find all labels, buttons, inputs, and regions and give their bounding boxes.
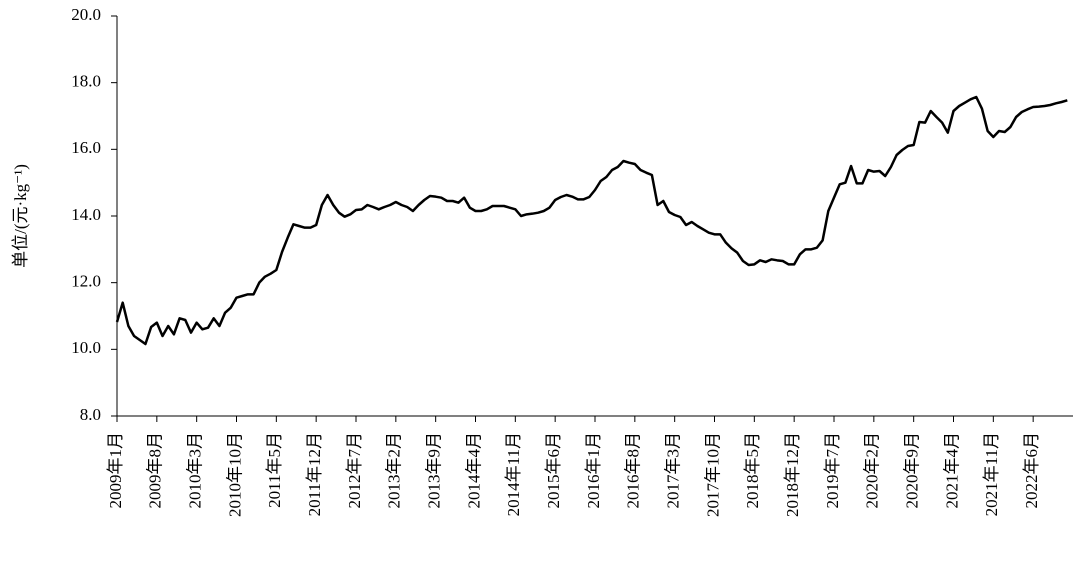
y-tick-label: 20.0	[71, 5, 101, 24]
x-tick-label: 2014年4月	[464, 432, 483, 509]
y-tick-label: 14.0	[71, 205, 101, 224]
x-tick-label: 2015年6月	[544, 432, 563, 509]
x-tick-label: 2014年11月	[504, 432, 523, 516]
y-tick-label: 12.0	[71, 272, 101, 291]
x-tick-label: 2021年11月	[982, 432, 1001, 516]
y-tick-label: 18.0	[71, 72, 101, 91]
x-tick-label: 2019年7月	[823, 432, 842, 509]
x-tick-label: 2017年3月	[664, 432, 683, 509]
y-tick-label: 16.0	[71, 138, 101, 157]
x-tick-label: 2013年9月	[425, 432, 444, 509]
x-tick-label: 2020年2月	[863, 432, 882, 509]
y-tick-label: 10.0	[71, 338, 101, 357]
x-tick-label: 2018年5月	[743, 432, 762, 509]
x-tick-label: 2011年5月	[265, 432, 284, 508]
x-tick-label: 2016年8月	[624, 432, 643, 509]
x-tick-label: 2022年6月	[1022, 432, 1041, 509]
x-tick-label: 2010年10月	[225, 432, 244, 517]
y-axis-label: 单位/(元·kg⁻¹)	[11, 164, 30, 268]
x-tick-label: 2018年12月	[783, 432, 802, 517]
x-tick-label: 2009年8月	[146, 432, 165, 509]
x-tick-label: 2012年7月	[345, 432, 364, 509]
x-tick-label: 2009年1月	[106, 432, 125, 509]
x-tick-label: 2020年9月	[903, 432, 922, 509]
x-tick-label: 2017年10月	[703, 432, 722, 517]
x-tick-label: 2013年2月	[385, 432, 404, 509]
x-tick-label: 2016年1月	[584, 432, 603, 509]
y-tick-label: 8.0	[80, 405, 101, 424]
x-tick-label: 2011年12月	[305, 432, 324, 516]
data-line	[115, 95, 1068, 346]
x-tick-label: 2010年3月	[186, 432, 205, 509]
x-tick-label: 2021年4月	[942, 432, 961, 509]
